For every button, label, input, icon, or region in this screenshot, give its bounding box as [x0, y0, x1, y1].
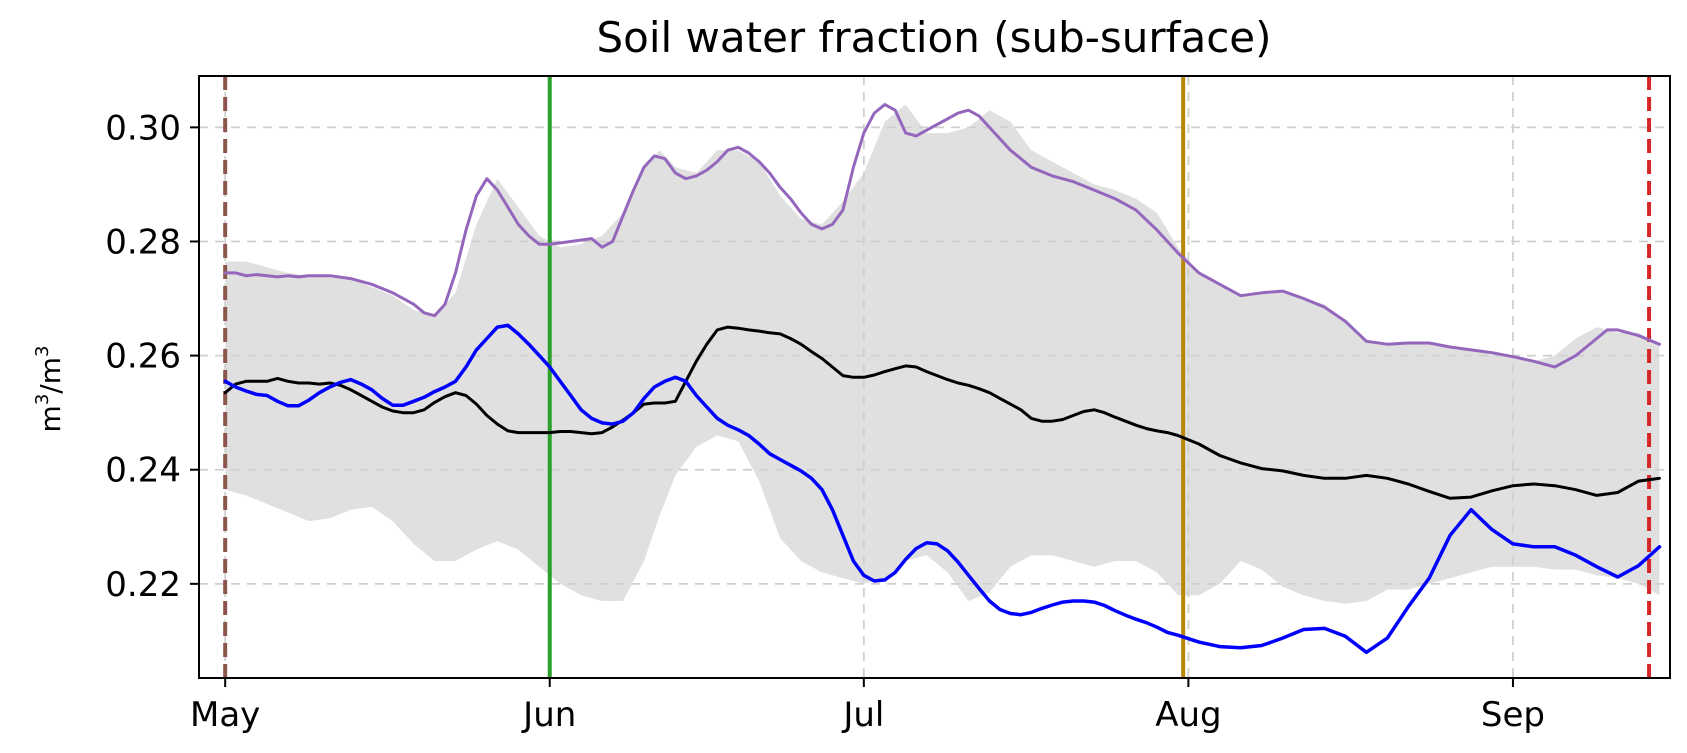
plot-frame — [198, 75, 1671, 679]
ensemble-range — [225, 104, 1660, 604]
x-tick-label: Sep — [1481, 695, 1545, 735]
x-tick-label: Jul — [841, 695, 884, 735]
x-tick-label: Jun — [521, 695, 576, 735]
y-axis-label: m3/m3 — [32, 346, 67, 433]
purple-line — [223, 103, 1661, 369]
chart-title: Soil water fraction (sub-surface) — [596, 13, 1271, 62]
x-tick-label: May — [190, 695, 260, 735]
x-tick-label: Aug — [1155, 695, 1221, 735]
plot-area: 0.22 0.24 0.26 0.28 0.30 May Jun Jul Aug Sep — [105, 75, 1671, 735]
y-tick-label: 0.24 — [105, 451, 181, 491]
y-tick-label: 0.30 — [105, 108, 181, 148]
y-tick-label: 0.28 — [105, 222, 181, 262]
y-tick-label: 0.22 — [105, 565, 181, 605]
black-line — [223, 325, 1661, 500]
y-tick-label: 0.26 — [105, 337, 181, 377]
blue-line — [223, 323, 1662, 655]
